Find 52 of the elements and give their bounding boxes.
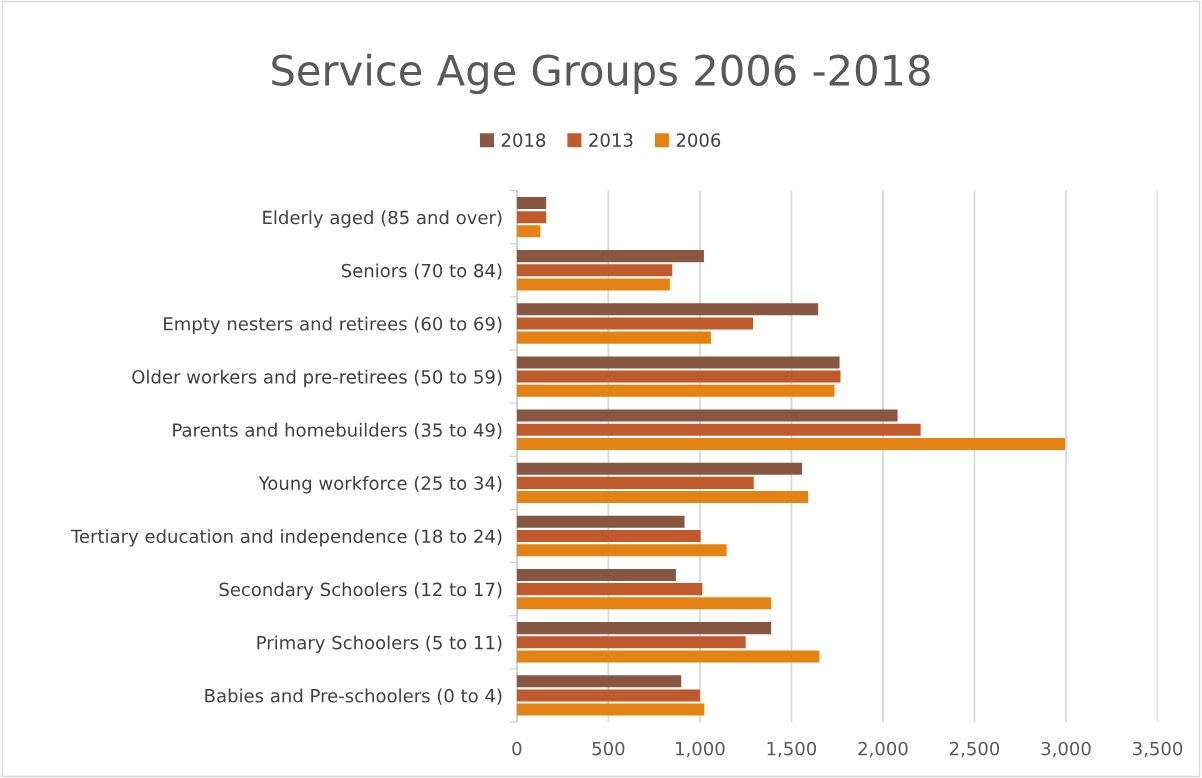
x-tick-label: 1,000 [676,741,725,758]
bar [516,409,898,422]
bar [516,675,682,688]
x-tick-label: 3,000 [1041,741,1091,758]
bar [516,225,541,238]
y-tick-label: Primary Schoolers (5 to 11) [257,635,502,653]
bar [516,544,727,557]
bar [516,250,704,263]
bar [516,331,711,344]
bar [516,196,547,210]
bar [516,597,772,610]
bar [516,370,841,383]
bar [516,476,754,489]
y-tick-label: Empty nesters and retirees (60 to 69) [164,316,502,335]
y-tick-label: Elderly aged (85 and over) [263,210,502,228]
bar [516,356,840,369]
x-tick-label: 2,000 [858,741,908,758]
legend-label: 2006 [676,133,721,147]
bar [516,703,705,716]
bar [516,622,772,635]
legend-label: 2018 [501,133,546,147]
chart-title: Service Age Groups 2006 -2018 [272,53,930,95]
bar [516,264,673,277]
y-tick-label: Young workforce (25 to 34) [258,476,502,494]
x-tick-label: 3,500 [1133,741,1183,758]
bar [516,636,746,649]
y-tick-label: Babies and Pre-schoolers (0 to 4) [205,688,502,705]
bar [516,462,803,475]
y-tick-label: Older workers and pre-retirees (50 to 59) [132,369,502,388]
bar [516,303,819,316]
bar [516,317,753,330]
bar [516,384,835,397]
bar [516,278,670,291]
bar [516,583,703,596]
y-tick-label: Seniors (70 to 84) [341,263,502,280]
y-tick-label: Tertiary education and independence (18 to 24) [70,529,502,547]
bar [516,515,685,528]
bar [516,568,676,581]
bar [516,529,701,543]
bar [516,689,700,702]
bar [516,423,921,436]
bar [516,211,547,224]
y-tick-label: Secondary Schoolers (12 to 17) [219,582,502,600]
x-tick-label: 2,500 [949,741,1000,758]
x-tick-label: 1,500 [767,741,817,758]
legend-label: 2013 [589,133,633,147]
x-tick-label: 500 [592,741,625,756]
bar [516,491,809,504]
bar [516,650,820,663]
y-tick-label: Parents and homebuilders (35 to 49) [173,422,502,439]
bar [516,437,1066,450]
x-tick-label: 0 [512,741,522,756]
